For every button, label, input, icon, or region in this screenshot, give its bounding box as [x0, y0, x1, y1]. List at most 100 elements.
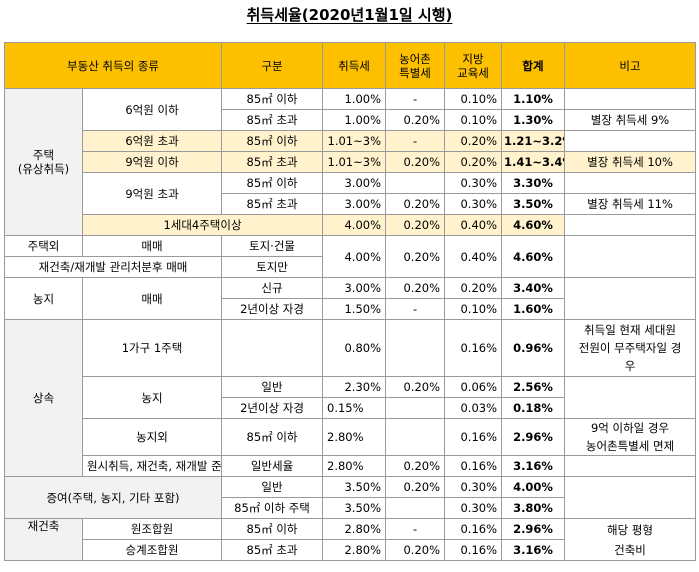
cell-division: 85㎡ 이하 — [221, 88, 324, 110]
cell-acq: 4.00% — [322, 214, 387, 236]
cell-rural — [385, 397, 446, 419]
cell-division: 토지·건물 — [221, 235, 324, 257]
cell-rural — [385, 418, 446, 456]
cell-acq: 4.00% — [322, 235, 387, 278]
table-row: 상속 1가구 1주택 0.80% 0.16% 0.96% 취득일 현재 세대원 전… — [4, 319, 697, 477]
cell-acq: 2.80% — [322, 518, 387, 540]
cell-rural — [385, 319, 446, 377]
cell-rural — [385, 497, 446, 519]
cell-note — [564, 130, 697, 152]
cell-acq: 0.15% — [322, 397, 387, 419]
header-total: 합계 — [501, 42, 566, 89]
cell-acq: 3.00% — [322, 172, 387, 194]
rebuild-kind: 원조합원 — [81, 518, 223, 540]
cell-total: 1.60% — [501, 298, 566, 320]
cell-rural: - — [385, 298, 446, 320]
cell-note: 해당 평형 건축비 — [564, 518, 697, 561]
cell-note: 별장 취득세 10% — [564, 151, 697, 173]
cell-edu: 0.16% — [444, 319, 503, 377]
cell-total: 1.41~3.4% — [501, 151, 566, 173]
cell-edu: 0.20% — [444, 277, 503, 299]
table-row: 재건축 원조합원 85㎡ 이하 2.80% - 0.16% 2.96% 해당 평… — [4, 518, 697, 561]
table-row: 농지 매매 신규 3.00% 0.20% 0.20% 3.40% — [4, 277, 697, 320]
header-acq-tax: 취득세 — [322, 42, 387, 89]
cell-total: 3.80% — [501, 497, 566, 519]
cell-division: 2년이상 자경 — [221, 298, 324, 320]
cell-total: 3.30% — [501, 172, 566, 194]
inherit-label: 상속 — [4, 319, 83, 477]
cell-rural: 0.20% — [385, 151, 446, 173]
cell-acq: 1.00% — [322, 88, 387, 110]
cell-rural: 0.20% — [385, 539, 446, 561]
cell-total: 3.16% — [501, 539, 566, 561]
table-row: 2년이상 자경 0.15% 0.03% 0.18% — [5, 397, 696, 419]
cell-division: 85㎡ 초과 — [221, 539, 324, 561]
cell-note: 9억 이하일 경우 농어촌특별세 면제 — [564, 418, 697, 456]
cell-total: 1.21~3.2% — [501, 130, 566, 152]
cell-rural: 0.20% — [385, 455, 446, 477]
cell-total: 4.60% — [501, 214, 566, 236]
cell-total: 2.96% — [501, 518, 566, 540]
table-row: 주택외 매매 토지·건물 4.00% 0.20% 0.40% 4.60% — [4, 235, 697, 278]
cell-acq: 2.80% — [322, 418, 387, 456]
cell-total: 4.60% — [501, 235, 566, 278]
cell-rural: 0.20% — [385, 214, 446, 236]
cell-rural: 0.20% — [385, 235, 446, 278]
cell-division: 85㎡ 초과 — [221, 109, 324, 131]
table-row: 원시취득, 재건축, 재개발 준공후(건물만 과세) — [5, 455, 696, 477]
cell-edu: 0.10% — [444, 298, 503, 320]
cell-division: 85㎡ 초과 — [221, 151, 324, 173]
table-row: 9억원 초과 85㎡ 이하 3.00% 0.30% 3.30% — [5, 172, 697, 215]
header-rural-tax: 농어촌 특별세 — [385, 42, 446, 89]
cell-division: 85㎡ 이하 — [221, 130, 324, 152]
cell-edu: 0.40% — [444, 235, 503, 278]
table-row: 9억원 이하 85㎡ 초과 1.01~3% 0.20% 0.20% 1.41~3… — [4, 151, 697, 173]
cell-acq: 2.30% — [322, 376, 387, 398]
cell-total: 1.30% — [501, 109, 566, 131]
cell-acq: 0.80% — [322, 319, 387, 377]
cell-acq: 1.01~3% — [322, 130, 387, 152]
header-division: 구분 — [221, 42, 324, 89]
rebuild-kind: 승계조합원 — [81, 539, 223, 561]
farmland-trade: 매매 — [81, 277, 223, 320]
page-title: 취득세율(2020년1월1일 시행) — [246, 6, 453, 24]
nonhouse-trade: 매매 — [81, 235, 223, 257]
cell-acq: 2.80% — [322, 455, 387, 477]
cell-edu: 0.06% — [444, 376, 503, 398]
header-type: 부동산 취득의 종류 — [3, 42, 223, 89]
cell-note — [564, 172, 697, 194]
cell-division: 신규 — [221, 277, 324, 299]
housing-label: 주택 (유상취득) — [4, 88, 83, 236]
header-row: 부동산 취득의 종류 구분 취득세 농어촌 특별세 지방 교육세 합계 비고 — [3, 42, 697, 89]
table-row: 재건축/재개발 관리처분후 매매 토지만 — [3, 256, 696, 278]
cell-rural: 0.20% — [385, 193, 446, 215]
cell-total: 0.96% — [501, 319, 566, 377]
header-edu-tax: 지방 교육세 — [444, 42, 503, 89]
inherit-one-house: 1가구 1주택 — [81, 319, 223, 377]
table-row: 6억원 초과 85㎡ 이하 1.01~3% - 0.20% 1.21~3.2% — [4, 130, 697, 152]
cell-note — [564, 455, 697, 477]
housing-over9: 9억원 초과 — [81, 172, 223, 215]
cell-total: 2.56% — [501, 376, 566, 398]
table-row: 승계조합원 85㎡ 초과 2.80% 0.20% 0.16% 3.16% — [5, 539, 696, 561]
cell-total: 1.10% — [501, 88, 566, 110]
cell-note — [564, 476, 697, 519]
farmland-label: 농지 — [4, 277, 83, 320]
housing-fourplus: 1세대4주택이상 — [81, 214, 324, 236]
cell-total: 0.18% — [501, 397, 566, 419]
inherit-nonfarm: 농지외 — [81, 418, 223, 456]
housing-under9: 9억원 이하 — [81, 151, 223, 173]
table-row: 농지외 85㎡ 이하 2.80% 0.16% 2.96% 9억 이하일 경우 농어… — [5, 418, 697, 456]
cell-acq: 1.50% — [322, 298, 387, 320]
table-row: 1세대4주택이상 4.00% 0.20% 0.40% 4.60% — [4, 214, 697, 236]
rebuild-label: 재건축 — [4, 518, 83, 561]
cell-note — [564, 88, 697, 110]
header-note: 비고 — [564, 42, 697, 89]
cell-division: 2년이상 자경 — [221, 397, 324, 419]
cell-rural: 0.20% — [385, 376, 446, 398]
cell-acq: 3.50% — [322, 497, 387, 519]
cell-note — [564, 277, 697, 320]
cell-note — [564, 376, 697, 419]
table-row: 주택 (유상취득) 6억원 이하 85㎡ 이하 1.00% - 0.10% 1.1… — [4, 88, 697, 236]
